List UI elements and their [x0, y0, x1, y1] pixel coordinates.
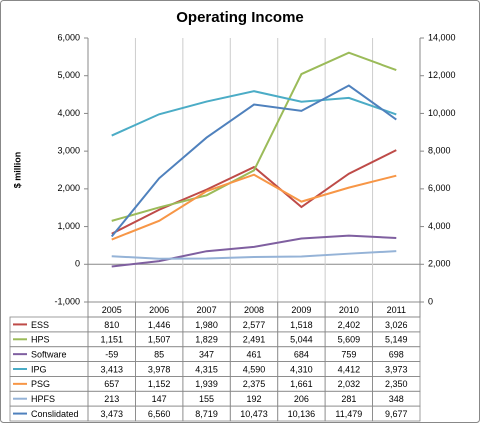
legend-label: ESS — [31, 320, 49, 330]
series-line — [111, 234, 397, 268]
value-label: 461 — [246, 350, 261, 360]
value-label: 10,473 — [240, 409, 268, 419]
y2-tick-label: 2,000 — [428, 259, 451, 269]
value-label: 810 — [104, 320, 119, 330]
value-label: 2,577 — [243, 320, 266, 330]
series-line — [111, 250, 397, 260]
chart-title: Operating Income — [176, 9, 304, 26]
value-label: 4,412 — [338, 364, 361, 374]
x-tick-label: 2010 — [339, 305, 359, 315]
y-tick-label: -1,000 — [54, 296, 80, 306]
y-tick-label: 6,000 — [57, 32, 80, 42]
y-tick-label: 2,000 — [57, 183, 80, 193]
value-label: 4,310 — [290, 364, 313, 374]
value-label: 3,413 — [100, 364, 123, 374]
value-label: 2,402 — [338, 320, 361, 330]
value-label: 5,609 — [338, 335, 361, 345]
value-label: 1,151 — [100, 335, 123, 345]
y-tick-label: 3,000 — [57, 146, 80, 156]
value-label: 1,507 — [148, 335, 171, 345]
value-label: 9,677 — [385, 409, 408, 419]
value-label: 698 — [389, 350, 404, 360]
value-label: 2,491 — [243, 335, 266, 345]
table-cell — [372, 405, 421, 422]
value-label: 4,590 — [243, 364, 266, 374]
value-label: 11,479 — [335, 409, 362, 419]
value-label: 5,149 — [385, 335, 408, 345]
value-label: 4,315 — [195, 364, 218, 374]
value-label: 85 — [154, 350, 164, 360]
x-tick-label: 2006 — [149, 305, 169, 315]
value-label: 2,375 — [243, 379, 266, 389]
value-label: 6,560 — [148, 409, 171, 419]
legend-label: IPG — [31, 364, 47, 374]
value-label: 1,152 — [148, 379, 171, 389]
legend-label: Conslidated — [31, 409, 79, 419]
value-label: 1,829 — [195, 335, 218, 345]
y2-tick-label: 14,000 — [428, 32, 456, 42]
y-tick-label: 1,000 — [57, 221, 80, 231]
x-tick-label: 2009 — [291, 305, 311, 315]
value-label: 1,518 — [290, 320, 313, 330]
value-label: -59 — [105, 350, 118, 360]
value-label: 1,939 — [195, 379, 218, 389]
value-label: 3,473 — [100, 409, 123, 419]
value-label: 759 — [341, 350, 356, 360]
x-tick-label: 2005 — [102, 305, 122, 315]
series-line — [111, 173, 397, 241]
x-tick-label: 2011 — [387, 305, 406, 315]
value-label: 1,980 — [195, 320, 218, 330]
value-label: 1,661 — [290, 379, 313, 389]
value-label: 147 — [152, 394, 167, 404]
y2-tick-label: 6,000 — [428, 183, 451, 193]
value-label: 213 — [104, 394, 119, 404]
y2-tick-label: 0 — [428, 296, 433, 306]
value-label: 5,044 — [290, 335, 313, 345]
x-tick-label: 2007 — [197, 305, 217, 315]
value-label: 348 — [389, 394, 404, 404]
value-label: 3,978 — [148, 364, 171, 374]
y-tick-label: 4,000 — [57, 108, 80, 118]
y-axis-title: $ million — [12, 152, 22, 189]
series-line — [111, 51, 397, 222]
series-line — [110, 84, 397, 238]
value-label: 3,026 — [385, 320, 408, 330]
value-label: 1,446 — [148, 320, 171, 330]
value-label: 2,350 — [385, 379, 408, 389]
y-tick-label: 5,000 — [57, 70, 80, 80]
y2-tick-label: 8,000 — [428, 146, 451, 156]
value-label: 2,032 — [338, 379, 361, 389]
x-tick-label: 2008 — [244, 305, 264, 315]
y2-tick-label: 4,000 — [428, 221, 451, 231]
value-label: 10,136 — [288, 409, 316, 419]
value-label: 281 — [341, 394, 356, 404]
legend-label: HPFS — [31, 394, 55, 404]
legend-label: Software — [31, 350, 67, 360]
value-label: 684 — [294, 350, 309, 360]
value-label: 192 — [246, 394, 261, 404]
value-label: 206 — [294, 394, 309, 404]
series-line — [111, 90, 397, 137]
legend-label: PSG — [31, 379, 50, 389]
value-label: 8,719 — [195, 409, 218, 419]
y2-tick-label: 10,000 — [428, 108, 456, 118]
value-label: 3,973 — [385, 364, 408, 374]
y2-tick-label: 12,000 — [428, 70, 456, 80]
value-label: 657 — [104, 379, 119, 389]
value-label: 155 — [199, 394, 214, 404]
legend-label: HPS — [31, 335, 50, 345]
value-label: 347 — [199, 350, 214, 360]
y-tick-label: 0 — [75, 259, 80, 269]
series-line — [111, 149, 397, 235]
